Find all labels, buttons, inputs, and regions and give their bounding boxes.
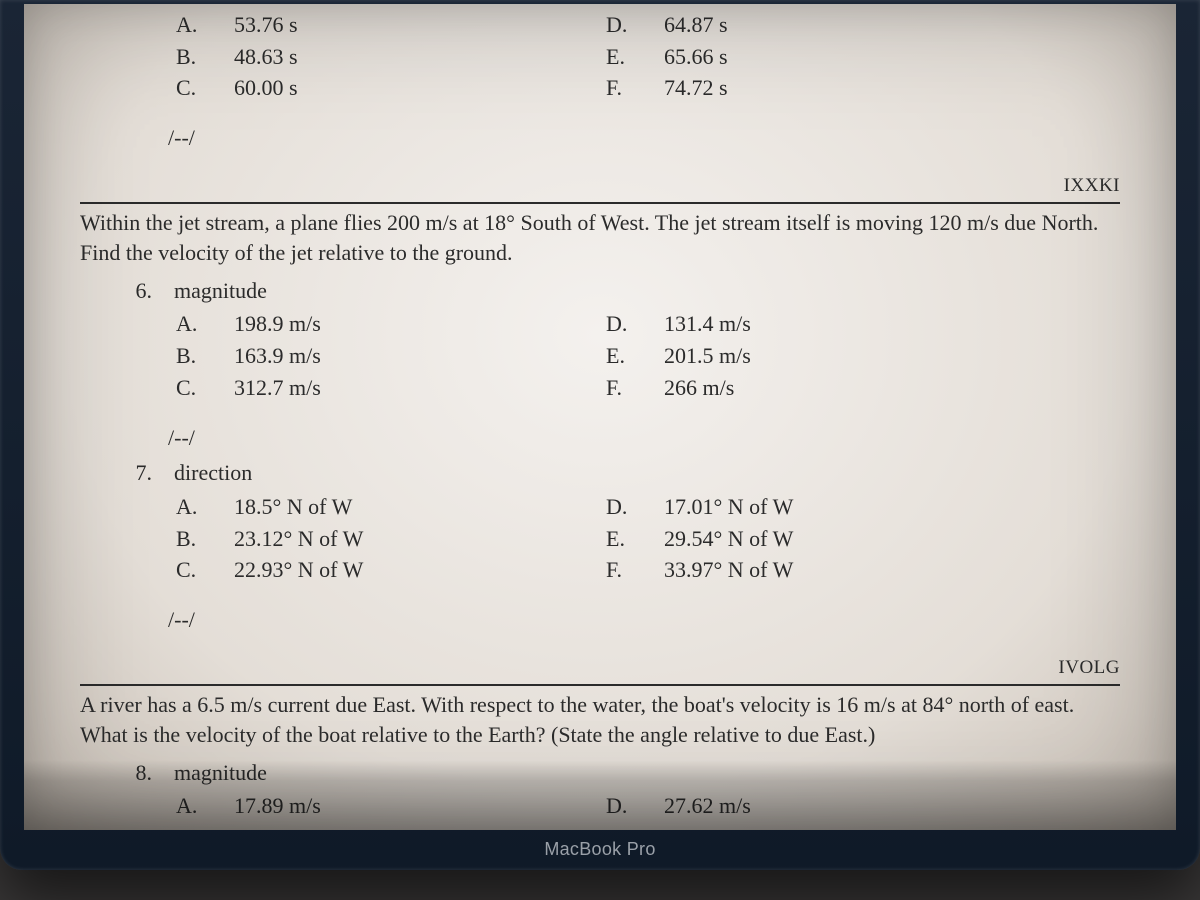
q7-options: A. 18.5° N of W B. 23.12° N of W C. 22.93° … — [176, 492, 1120, 587]
q8-options: A. 17.89 m/s D. 27.62 m/s — [176, 791, 1120, 823]
q6-options: A. 198.9 m/s B. 163.9 m/s C. 312.7 m/s D. 13… — [176, 309, 1120, 404]
option-letter: C. — [176, 373, 206, 403]
q7-left: A. 18.5° N of W B. 23.12° N of W C. 22.93° … — [176, 492, 606, 587]
option: E. 201.5 m/s — [606, 341, 1036, 373]
option-letter: B. — [176, 524, 206, 554]
section-code: IXXKI — [80, 173, 1120, 199]
option: C. 312.7 m/s — [176, 373, 606, 405]
question-heading: 7. direction — [124, 458, 1120, 488]
option: E. 65.66 s — [606, 42, 1036, 74]
q8-left: A. 17.89 m/s — [176, 791, 606, 823]
section-code: IVOLG — [80, 655, 1120, 681]
option-value: 29.54° N of W — [664, 524, 793, 554]
option-letter: A. — [176, 309, 206, 339]
option-value: 48.63 s — [234, 42, 298, 72]
question-number: 7. — [124, 458, 152, 488]
problem-text: A river has a 6.5 m/s current due East. … — [80, 690, 1120, 749]
option-letter: F. — [606, 555, 636, 585]
option-value: 131.4 m/s — [664, 309, 751, 339]
option-value: 22.93° N of W — [234, 555, 363, 585]
problem-text: Within the jet stream, a plane flies 200… — [80, 208, 1120, 267]
option-letter: A. — [176, 10, 206, 40]
option: F. 266 m/s — [606, 373, 1036, 405]
top-options: A. 53.76 s B. 48.63 s C. 60.00 s D. 64.87 s … — [176, 10, 1120, 105]
option: A. 17.89 m/s — [176, 791, 606, 823]
laptop-frame: A. 53.76 s B. 48.63 s C. 60.00 s D. 64.87 s … — [0, 0, 1200, 870]
q8-right: D. 27.62 m/s — [606, 791, 1036, 823]
option-value: 33.97° N of W — [664, 555, 793, 585]
option: D. 17.01° N of W — [606, 492, 1036, 524]
q6-right: D. 131.4 m/s E. 201.5 m/s F. 266 m/s — [606, 309, 1036, 404]
option-value: 312.7 m/s — [234, 373, 321, 403]
option: C. 22.93° N of W — [176, 555, 606, 587]
option-value: 64.87 s — [664, 10, 728, 40]
option: E. 29.54° N of W — [606, 524, 1036, 556]
q7-right: D. 17.01° N of W E. 29.54° N of W F. 33.97°… — [606, 492, 1036, 587]
option-letter: C. — [176, 555, 206, 585]
option: F. 74.72 s — [606, 73, 1036, 105]
option-letter: D. — [606, 791, 636, 821]
option-letter: E. — [606, 42, 636, 72]
option-value: 27.62 m/s — [664, 791, 751, 821]
option-value: 17.89 m/s — [234, 791, 321, 821]
device-label: MacBook Pro — [0, 839, 1200, 860]
option: D. 131.4 m/s — [606, 309, 1036, 341]
option: B. 23.12° N of W — [176, 524, 606, 556]
question-title: magnitude — [174, 758, 267, 788]
screen-content: A. 53.76 s B. 48.63 s C. 60.00 s D. 64.87 s … — [24, 4, 1176, 830]
option-value: 18.5° N of W — [234, 492, 352, 522]
question-title: magnitude — [174, 276, 267, 306]
question-heading: 8. magnitude — [124, 758, 1120, 788]
option-letter: D. — [606, 492, 636, 522]
question-number: 6. — [124, 276, 152, 306]
option-letter: E. — [606, 341, 636, 371]
option-value: 17.01° N of W — [664, 492, 793, 522]
option-value: 163.9 m/s — [234, 341, 321, 371]
option: D. 64.87 s — [606, 10, 1036, 42]
document-body: A. 53.76 s B. 48.63 s C. 60.00 s D. 64.87 s … — [24, 4, 1176, 823]
option-letter: F. — [606, 73, 636, 103]
q6-left: A. 198.9 m/s B. 163.9 m/s C. 312.7 m/s — [176, 309, 606, 404]
section-rule — [80, 202, 1120, 204]
option-letter: D. — [606, 10, 636, 40]
option-value: 23.12° N of W — [234, 524, 363, 554]
option-value: 65.66 s — [664, 42, 728, 72]
option: F. 33.97° N of W — [606, 555, 1036, 587]
option-value: 53.76 s — [234, 10, 298, 40]
option-letter: B. — [176, 42, 206, 72]
option: B. 48.63 s — [176, 42, 606, 74]
question-heading: 6. magnitude — [124, 276, 1120, 306]
spacer-mark: /--/ — [168, 423, 1120, 453]
option: A. 53.76 s — [176, 10, 606, 42]
option-value: 60.00 s — [234, 73, 298, 103]
spacer-mark: /--/ — [168, 123, 1120, 153]
option-letter: B. — [176, 341, 206, 371]
option: A. 198.9 m/s — [176, 309, 606, 341]
spacer-mark: /--/ — [168, 605, 1120, 635]
option-letter: C. — [176, 73, 206, 103]
option-value: 266 m/s — [664, 373, 734, 403]
question-number: 8. — [124, 758, 152, 788]
option-letter: D. — [606, 309, 636, 339]
top-options-left: A. 53.76 s B. 48.63 s C. 60.00 s — [176, 10, 606, 105]
option: D. 27.62 m/s — [606, 791, 1036, 823]
option-value: 198.9 m/s — [234, 309, 321, 339]
question-title: direction — [174, 458, 252, 488]
option-letter: E. — [606, 524, 636, 554]
option-value: 201.5 m/s — [664, 341, 751, 371]
option: C. 60.00 s — [176, 73, 606, 105]
top-options-right: D. 64.87 s E. 65.66 s F. 74.72 s — [606, 10, 1036, 105]
option: A. 18.5° N of W — [176, 492, 606, 524]
option: B. 163.9 m/s — [176, 341, 606, 373]
option-letter: F. — [606, 373, 636, 403]
option-letter: A. — [176, 791, 206, 821]
option-letter: A. — [176, 492, 206, 522]
section-rule — [80, 684, 1120, 686]
option-value: 74.72 s — [664, 73, 728, 103]
